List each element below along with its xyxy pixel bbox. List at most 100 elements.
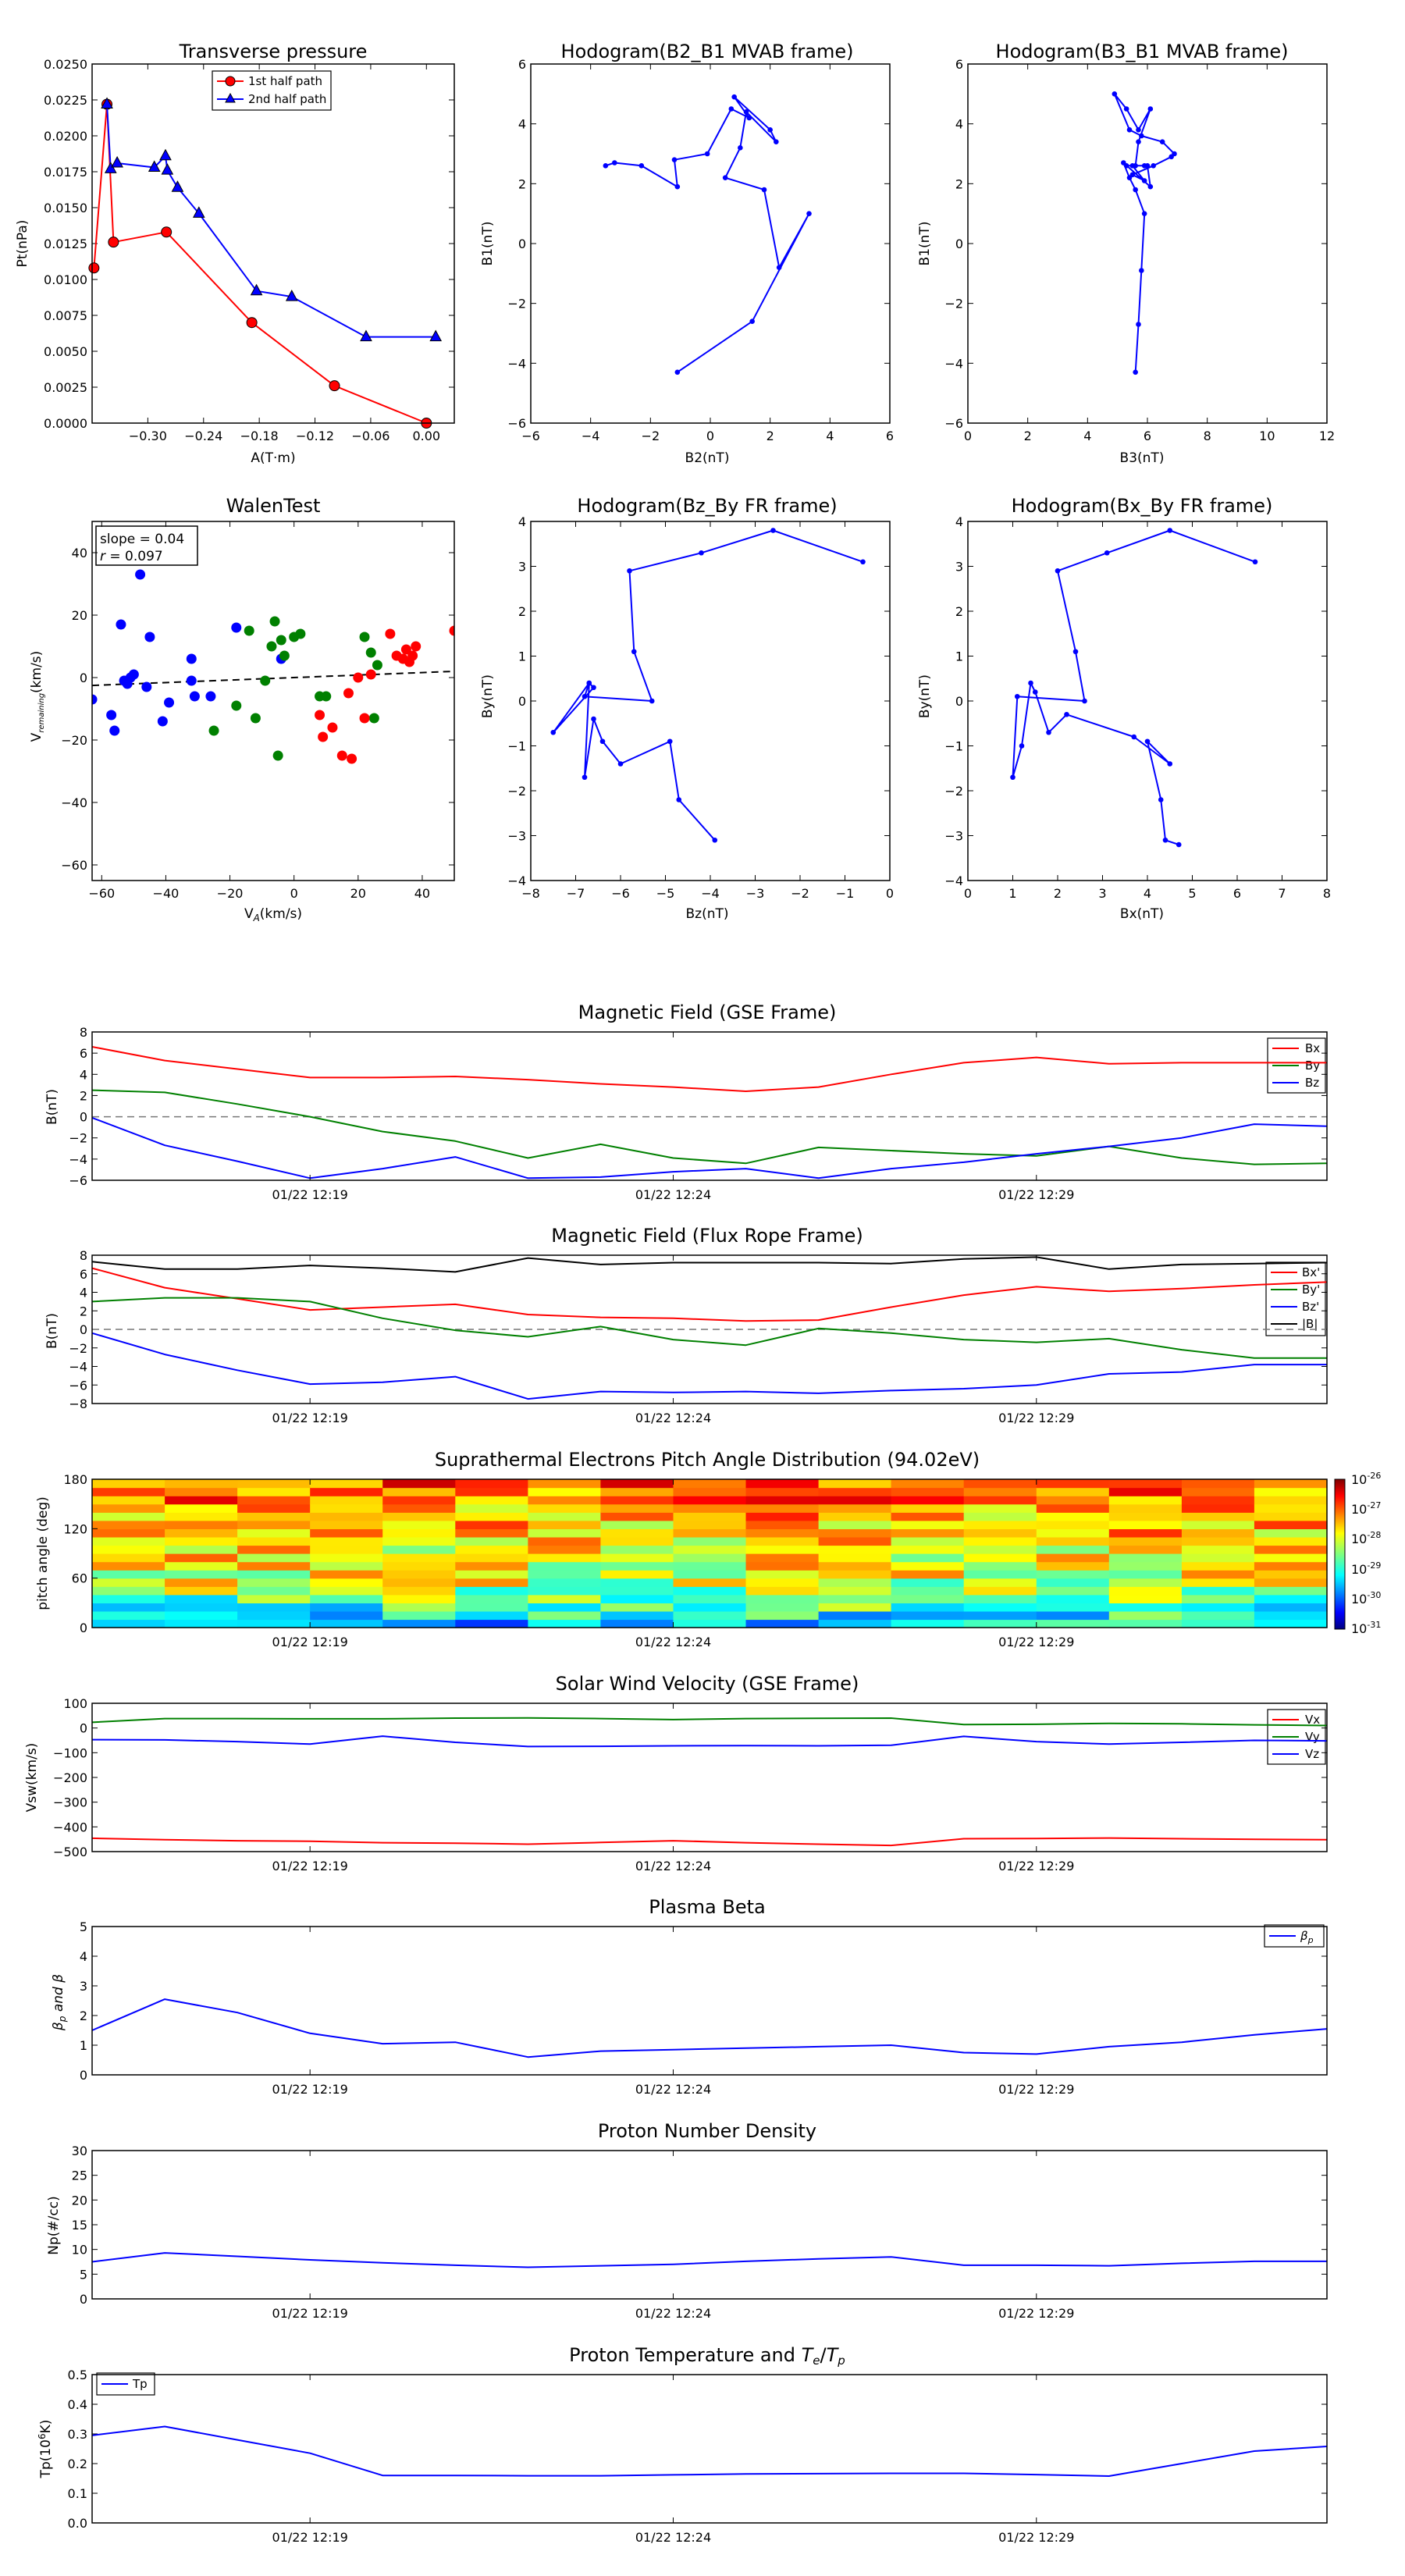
ytick-label-transverse_pressure: 0.0000 [44, 416, 87, 431]
xtick-label-transverse_pressure: −0.30 [129, 429, 167, 443]
legend-label-bz-prime: Bz' [1302, 1300, 1319, 1314]
pad-cell [891, 1512, 965, 1521]
pad-cell [1181, 1512, 1255, 1521]
legend-label-vy: Vy [1305, 1730, 1320, 1744]
hodogram-point-hodogram_b3_b1 [1147, 183, 1154, 190]
pad-cell [891, 1520, 965, 1529]
pad-cell [600, 1619, 674, 1628]
pad-cell [1181, 1536, 1255, 1546]
pad-cell [1036, 1487, 1110, 1496]
axes-frame-walen_test [91, 521, 455, 881]
hodogram-point-hodogram_b2_b1 [671, 157, 678, 162]
hodogram-point-hodogram_bz_by [586, 680, 592, 686]
pad-cell [673, 1520, 747, 1529]
ytick-label-mag_fr: −8 [69, 1397, 87, 1411]
walen-point-0 [186, 653, 197, 664]
ytick-label-pad: 180 [63, 1472, 87, 1487]
ytick-label-hodogram_b2_b1: −2 [507, 297, 526, 311]
axes-frame-plasma_beta [91, 1926, 1328, 2076]
pad-cell [1108, 1610, 1183, 1621]
pad-cell [1254, 1578, 1328, 1587]
pad-cell [818, 1528, 892, 1538]
pad-cell [818, 1487, 892, 1496]
tp-marker-triangle [101, 97, 113, 109]
cbar-label-27: 10-27 [1351, 1500, 1381, 1517]
pad-cell [382, 1594, 456, 1603]
xtick-label-hodogram_bz_by: −5 [656, 886, 675, 901]
ytick-label-hodogram_b2_b1: 4 [518, 117, 526, 132]
pad-cell [963, 1603, 1037, 1612]
pad-cell [1254, 1610, 1328, 1621]
hodogram-point-hodogram_bx_by [1162, 837, 1168, 843]
pad-cell [1108, 1594, 1183, 1603]
pad-cell [963, 1503, 1037, 1513]
ytick-label-sw_vel: −500 [53, 1845, 87, 1859]
walen-point-1 [372, 660, 382, 671]
pad-cell [165, 1594, 238, 1603]
pad-cell [1254, 1487, 1328, 1496]
ytick-label-hodogram_bx_by: 2 [955, 604, 963, 619]
walen-point-1 [321, 691, 332, 702]
legend-label-bx: Bx [1305, 1041, 1320, 1055]
ytick-label-proton_density: 25 [72, 2169, 87, 2183]
ytick-label-proton_density: 10 [72, 2243, 87, 2258]
ytick-label-mag_fr: −2 [69, 1341, 87, 1356]
axes-frame-sw_vel [91, 1703, 1328, 1852]
ytick-label-sw_vel: 0 [80, 1721, 87, 1736]
xtick-label-hodogram_bz_by: 0 [886, 886, 894, 901]
hodogram-point-hodogram_bx_by [1032, 689, 1038, 695]
tp-marker-circle [161, 226, 173, 238]
hodogram-point-hodogram_bx_by [1064, 711, 1069, 717]
tp-marker-triangle [171, 180, 184, 192]
tp-marker-triangle [360, 329, 372, 342]
pad-cell [310, 1610, 383, 1621]
pad-cell [1254, 1603, 1328, 1612]
axes-frame-pad [91, 1478, 1328, 1628]
time-tick-label-plasma_beta: 01/22 12:19 [272, 2082, 348, 2097]
pad-cell [455, 1570, 528, 1579]
xlabel-walen-test: VA(km/s) [244, 906, 302, 923]
pad-cell [600, 1496, 674, 1505]
pad-cell [1108, 1520, 1183, 1529]
time-tick-label-mag_gse: 01/22 12:29 [998, 1187, 1074, 1202]
pad-cell [673, 1479, 747, 1489]
hodogram-point-hodogram_b2_b1 [728, 106, 735, 112]
title-sw-velocity: Solar Wind Velocity (GSE Frame) [556, 1673, 859, 1695]
pad-cell [455, 1553, 528, 1563]
ytick-label-plasma_beta: 5 [80, 1920, 87, 1934]
pad-cell [1108, 1528, 1183, 1538]
xtick-label-hodogram_b2_b1: 2 [767, 429, 774, 443]
hodogram-point-hodogram_b3_b1 [1136, 127, 1141, 133]
pad-cell [237, 1561, 311, 1571]
time-tick-label-plasma_beta: 01/22 12:24 [635, 2082, 711, 2097]
axes-frame-proton_temp [91, 2374, 1328, 2524]
pad-cell [310, 1594, 383, 1603]
hodogram-point-hodogram_bz_by [582, 693, 588, 699]
hodogram-point-hodogram_bx_by [1131, 734, 1137, 740]
title-hodogram-bz-by: Hodogram(Bz_By FR frame) [577, 495, 837, 517]
pad-cell [1036, 1520, 1110, 1529]
hodogram-point-hodogram_b2_b1 [674, 369, 681, 375]
hodogram-point-hodogram_bx_by [1167, 528, 1173, 533]
pad-cell [165, 1536, 238, 1546]
pad-cell [455, 1479, 528, 1489]
pad-cell [891, 1603, 965, 1612]
pad-cell [600, 1561, 674, 1571]
time-tick-label-mag_gse: 01/22 12:24 [635, 1187, 711, 1202]
walen-point-2 [315, 710, 325, 720]
walen-point-2 [336, 750, 347, 761]
pad-cell [528, 1528, 602, 1538]
ytick-label-walen_test: 20 [72, 608, 87, 623]
pad-cell [528, 1520, 602, 1529]
ytick-label-sw_vel: −300 [53, 1795, 87, 1810]
walen-point-0 [116, 619, 126, 630]
pad-cell [673, 1512, 747, 1521]
walen-point-0 [205, 691, 216, 702]
xtick-label-walen_test: 40 [414, 886, 430, 901]
walen-point-1 [260, 675, 271, 686]
pad-cell [382, 1528, 456, 1538]
title-mag-fr: Magnetic Field (Flux Rope Frame) [551, 1225, 863, 1247]
hodogram-point-hodogram_bz_by [649, 698, 655, 704]
pad-cell [1254, 1594, 1328, 1603]
xtick-label-hodogram_b2_b1: −2 [642, 429, 660, 443]
